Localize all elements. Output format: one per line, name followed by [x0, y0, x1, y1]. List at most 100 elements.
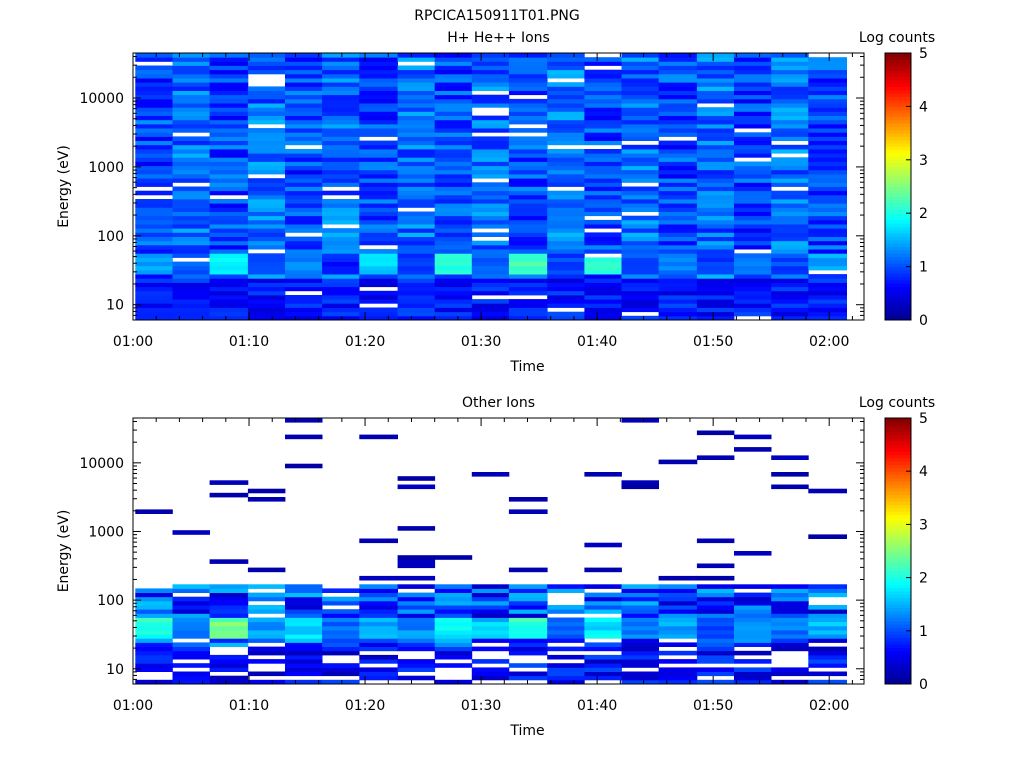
heatmap-cell	[247, 638, 286, 643]
y-tick-label: 10000	[79, 456, 124, 472]
heatmap-cell	[734, 584, 772, 589]
heatmap-cell	[285, 82, 323, 87]
heatmap-cell	[658, 78, 698, 83]
heatmap-cell	[808, 634, 847, 639]
colorbar-frame	[884, 52, 912, 321]
heatmap-cell	[621, 588, 659, 593]
heatmap-cell	[209, 244, 249, 250]
heatmap-cell	[808, 613, 847, 618]
heatmap-cell	[135, 73, 173, 79]
heatmap-cell	[434, 207, 473, 212]
heatmap-cell	[359, 115, 398, 121]
heatmap-cell	[247, 119, 286, 125]
heatmap-cell	[471, 153, 510, 158]
heatmap-cell	[621, 261, 659, 267]
heatmap-cell	[135, 265, 173, 271]
heatmap-cell	[621, 303, 659, 308]
x-tick-label: 01:20	[345, 334, 385, 350]
heatmap-cell	[584, 103, 622, 108]
heatmap-cell	[359, 123, 398, 129]
heatmap-cell	[359, 295, 398, 300]
heatmap-cell	[434, 588, 473, 593]
colorbar-segment	[885, 176, 911, 181]
heatmap-cell	[508, 497, 548, 502]
heatmap-cell	[696, 236, 735, 242]
y-tick-label: 10	[106, 662, 124, 678]
heatmap-cell	[547, 299, 585, 304]
heatmap-cell	[771, 634, 809, 639]
heatmap-cell	[508, 282, 548, 288]
heatmap-cell	[621, 249, 659, 254]
heatmap-cell	[397, 53, 436, 58]
heatmap-cell	[621, 136, 659, 141]
heatmap-cell	[508, 165, 548, 171]
heatmap-cell	[247, 132, 286, 137]
heatmap-cell	[547, 207, 585, 212]
heatmap-cell	[508, 642, 548, 647]
heatmap-cell	[209, 600, 249, 606]
heatmap-cell	[359, 90, 398, 96]
colorbar-segment	[885, 580, 911, 585]
heatmap-cell	[584, 90, 622, 96]
heatmap-cell	[696, 274, 735, 279]
heatmap-cell	[508, 219, 548, 225]
heatmap-cell	[135, 165, 173, 171]
heatmap-cell	[322, 596, 360, 602]
heatmap-cell	[434, 646, 473, 652]
heatmap-cell	[172, 128, 210, 133]
heatmap-cell	[547, 103, 585, 108]
heatmap-cell	[771, 215, 809, 221]
colorbar-label: Log counts	[859, 395, 935, 411]
heatmap-cell	[584, 625, 622, 631]
heatmap-cell	[808, 654, 847, 660]
heatmap-cell	[247, 236, 286, 242]
heatmap-cell	[508, 257, 548, 262]
heatmap-cell	[209, 153, 249, 158]
heatmap-cell	[584, 244, 622, 250]
heatmap-cell	[771, 219, 809, 225]
heatmap-cell	[135, 144, 173, 150]
heatmap-cell	[172, 299, 210, 304]
heatmap-cell	[734, 228, 772, 233]
heatmap-cell	[771, 107, 809, 112]
colorbar-segment	[885, 457, 911, 462]
heatmap-cell	[247, 671, 286, 677]
heatmap-cell	[135, 274, 173, 279]
heatmap-cell	[434, 78, 473, 83]
heatmap-cell	[471, 123, 510, 129]
heatmap-cell	[658, 286, 698, 292]
heatmap-cell	[696, 82, 735, 87]
heatmap-cell	[584, 671, 622, 677]
heatmap-cell	[172, 153, 210, 158]
heatmap-cell	[172, 286, 210, 292]
heatmap-cell	[172, 140, 210, 146]
heatmap-cell	[285, 203, 323, 208]
heatmap-cell	[209, 178, 249, 183]
colorbar-segment	[885, 471, 911, 476]
heatmap-cell	[322, 123, 360, 129]
heatmap-cell	[359, 613, 398, 618]
heatmap-cell	[547, 244, 585, 250]
heatmap-cell	[397, 675, 436, 681]
heatmap-cell	[508, 274, 548, 279]
heatmap-cell	[172, 136, 210, 141]
heatmap-cell	[734, 144, 772, 150]
heatmap-cell	[621, 123, 659, 129]
heatmap-cell	[584, 136, 622, 141]
heatmap-cell	[621, 418, 659, 423]
heatmap-cell	[397, 174, 436, 179]
heatmap-cell	[397, 555, 436, 560]
heatmap-cell	[172, 663, 210, 668]
heatmap-cell	[734, 86, 772, 91]
heatmap-cell	[771, 119, 809, 125]
heatmap-cell	[247, 136, 286, 141]
heatmap-cell	[734, 634, 772, 639]
heatmap-cell	[696, 282, 735, 288]
heatmap-cell	[547, 675, 585, 681]
heatmap-cell	[397, 73, 436, 79]
heatmap-cell	[397, 69, 436, 75]
heatmap-cell	[658, 194, 698, 200]
heatmap-cell	[434, 654, 473, 660]
heatmap-cell	[135, 630, 173, 635]
heatmap-cell	[734, 609, 772, 614]
